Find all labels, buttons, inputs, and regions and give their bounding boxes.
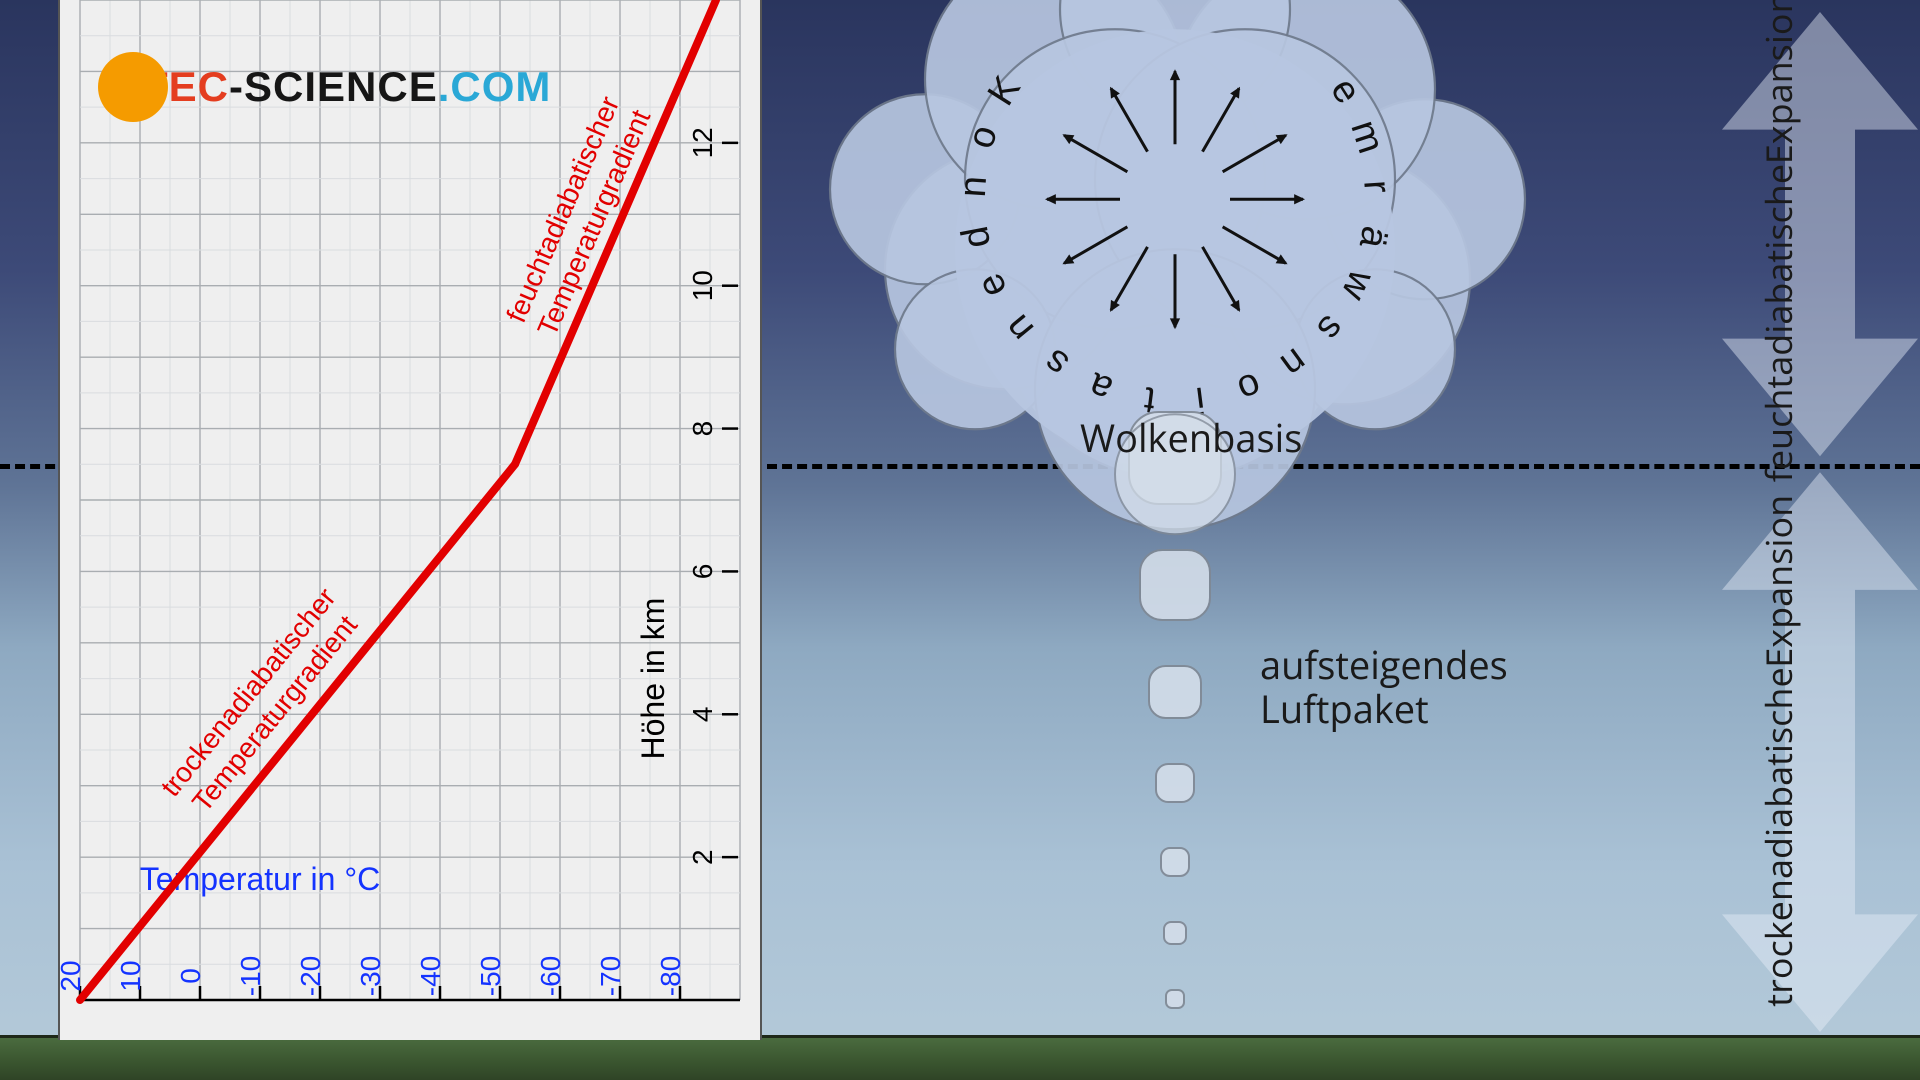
svg-text:20: 20 [60,960,86,991]
svg-text:6: 6 [687,564,718,580]
svg-text:w: w [1333,263,1383,307]
svg-text:12: 12 [687,127,718,158]
svg-text:n: n [996,307,1042,350]
air-parcel-label: aufsteigendes Luftpaket [1260,644,1508,731]
cloud-base-label: Wolkenbasis [1080,412,1302,464]
svg-text:o: o [960,120,1006,153]
dry-expansion-l1: trockenadiabatische [1757,668,1800,1007]
svg-text:s: s [1308,307,1352,348]
svg-text:10: 10 [115,960,146,991]
svg-text:a: a [1082,363,1118,410]
svg-text:d: d [954,223,999,252]
logo-dot: . [438,63,451,111]
ground [0,1035,1920,1080]
svg-text:Höhe in km: Höhe in km [635,598,671,760]
logo-com: COM [450,63,551,111]
svg-text:10: 10 [687,270,718,301]
graph-svg: 20100-10-20-30-40-50-60-70-80Temperatur … [60,0,760,1040]
svg-text:2: 2 [687,849,718,865]
svg-text:r: r [1355,179,1398,195]
svg-text:0: 0 [175,968,206,984]
svg-text:-30: -30 [355,956,386,996]
dry-expansion-label: trockenadiabatische Expansion [1757,494,1800,1008]
svg-text:s: s [1036,340,1076,385]
wet-expansion-label: feuchtadiabatische Expansion [1757,40,1800,434]
svg-text:K: K [980,69,1029,113]
wet-expansion-l2: Expansion [1757,0,1800,164]
svg-text:-20: -20 [295,956,326,996]
svg-text:-10: -10 [235,956,266,996]
svg-text:8: 8 [687,421,718,437]
svg-text:ä: ä [1351,223,1396,252]
svg-text:m: m [1342,115,1392,158]
wet-expansion-l1: feuchtadiabatische [1757,164,1800,482]
graph-panel: 20100-10-20-30-40-50-60-70-80Temperatur … [58,0,762,1040]
svg-text:o: o [1232,364,1267,411]
svg-text:e: e [969,267,1016,304]
svg-text:-70: -70 [595,956,626,996]
air-parcel-label-l2: Luftpaket [1260,683,1429,735]
svg-text:n: n [1273,340,1315,386]
svg-text:-60: -60 [535,956,566,996]
logo: TEC - SCIENCE . COM [98,52,551,122]
dry-expansion-l2: Expansion [1757,495,1800,668]
svg-text:-50: -50 [475,956,506,996]
svg-text:4: 4 [687,706,718,722]
svg-text:n: n [952,175,995,199]
logo-dash: - [229,63,244,111]
logo-science: SCIENCE [244,63,438,111]
svg-text:-40: -40 [415,956,446,996]
svg-text:e: e [1322,71,1369,111]
svg-text:-80: -80 [655,956,686,996]
